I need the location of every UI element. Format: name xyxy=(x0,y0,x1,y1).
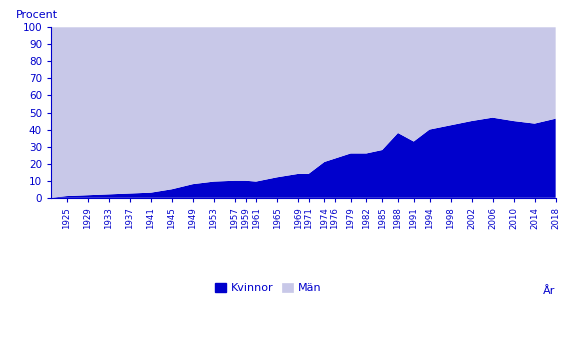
Text: År: År xyxy=(543,286,556,296)
Legend: Kvinnor, Män: Kvinnor, Män xyxy=(210,279,325,298)
Text: Procent: Procent xyxy=(16,11,58,20)
